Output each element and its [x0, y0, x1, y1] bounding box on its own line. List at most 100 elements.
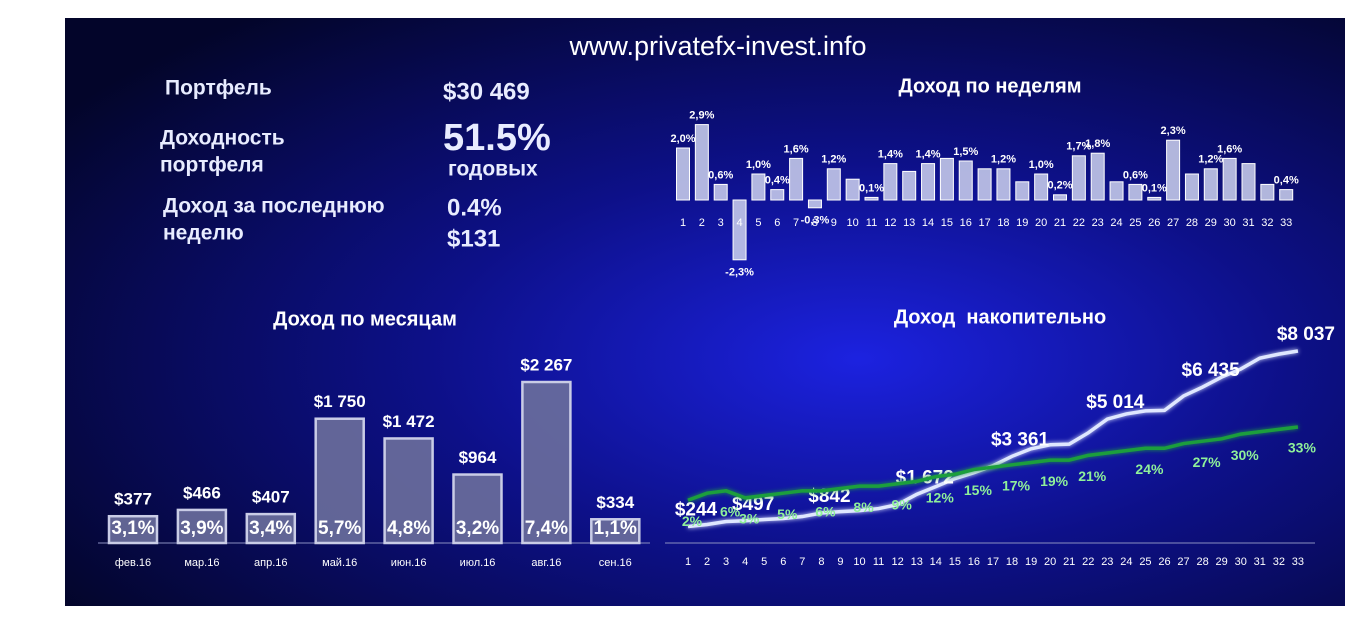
x-tick-label: 19	[1016, 217, 1028, 229]
bar	[1015, 181, 1030, 201]
data-label: 1,7%	[1066, 141, 1091, 153]
data-label: 9%	[892, 496, 913, 512]
x-tick-label: 18	[997, 217, 1009, 229]
percent-label: 7,4%	[525, 518, 568, 539]
data-label: 5%	[777, 506, 798, 522]
bar	[521, 380, 572, 545]
kpi-label: неделю	[163, 222, 244, 245]
data-label: $8 037	[1277, 324, 1335, 345]
bar	[176, 508, 228, 545]
bar	[1241, 163, 1256, 201]
x-tick-label: 16	[960, 217, 972, 229]
percent-label: 4,8%	[387, 518, 430, 539]
x-tick-label: 11	[873, 556, 884, 568]
data-label: 17%	[1002, 478, 1031, 494]
x-tick-label: 6	[774, 217, 780, 229]
bar	[1260, 183, 1275, 201]
data-label: $2 267	[520, 355, 572, 374]
data-label: 21%	[1078, 468, 1107, 484]
data-label: -2,3%	[725, 267, 754, 279]
percent-label: 3,1%	[111, 518, 154, 539]
kpi-label: портфеля	[160, 154, 264, 177]
x-tick-label: 17	[987, 556, 999, 568]
data-label: 1,5%	[953, 146, 978, 158]
data-label: 6%	[815, 504, 836, 520]
data-label: 1,2%	[821, 154, 846, 166]
x-tick-label: 23	[1092, 217, 1104, 229]
x-tick-label: июн.16	[391, 557, 427, 569]
data-label: 1,2%	[991, 154, 1016, 166]
bar	[590, 518, 641, 545]
x-tick-label: 31	[1254, 556, 1266, 568]
data-label: 19%	[1040, 473, 1069, 489]
x-tick-label: 32	[1261, 217, 1273, 229]
x-tick-label: 33	[1280, 217, 1292, 229]
kpi-value: 51.5%	[443, 117, 551, 159]
data-label: $334	[596, 493, 634, 512]
x-tick-label: 3	[718, 217, 724, 229]
x-tick-label: 5	[761, 556, 767, 568]
data-label: 8%	[853, 499, 874, 515]
bar	[1222, 157, 1237, 201]
x-tick-label: 25	[1129, 217, 1141, 229]
bar	[1128, 183, 1143, 201]
bar	[1090, 152, 1105, 201]
bar	[770, 189, 785, 201]
data-label: 0,6%	[708, 169, 733, 181]
x-tick-label: 27	[1177, 556, 1189, 568]
bar	[751, 173, 766, 201]
bar	[902, 170, 917, 201]
x-tick-label: 1	[685, 556, 691, 568]
x-tick-label: 7	[799, 556, 805, 568]
x-tick-label: 19	[1025, 556, 1037, 568]
bar	[1147, 196, 1162, 201]
data-label: $5 014	[1086, 392, 1145, 413]
x-tick-label: 28	[1186, 217, 1198, 229]
bar	[977, 168, 992, 201]
x-tick-label: 20	[1044, 556, 1056, 568]
x-tick-label: авг.16	[531, 557, 561, 569]
x-tick-label: 12	[884, 217, 896, 229]
x-tick-label: 15	[941, 217, 953, 229]
x-tick-label: 29	[1205, 217, 1217, 229]
x-tick-label: 8	[812, 217, 818, 229]
bar	[314, 417, 365, 545]
x-tick-label: 13	[911, 556, 923, 568]
data-label: 1,0%	[1029, 159, 1054, 171]
data-label: 6%	[720, 504, 741, 520]
data-label: $964	[459, 448, 497, 467]
x-tick-label: 22	[1073, 217, 1085, 229]
data-label: 0,1%	[1142, 182, 1167, 194]
x-tick-label: 8	[818, 556, 824, 568]
x-tick-label: мар.16	[184, 557, 219, 569]
data-label: 2,0%	[670, 133, 695, 145]
x-tick-label: 9	[837, 556, 843, 568]
x-tick-label: 30	[1224, 217, 1236, 229]
data-label: $6 435	[1182, 360, 1241, 381]
bar	[676, 147, 690, 201]
percent-label: 5,7%	[318, 518, 361, 539]
kpi-label: Портфель	[165, 77, 272, 100]
bar	[732, 199, 747, 261]
x-tick-label: 12	[892, 556, 904, 568]
kpi-value: $131	[447, 225, 500, 252]
percent-label: 3,9%	[180, 518, 223, 539]
panel	[65, 18, 1345, 606]
x-tick-label: 23	[1101, 556, 1113, 568]
bar	[996, 168, 1011, 201]
x-tick-label: 2	[699, 217, 705, 229]
data-label: -0,3%	[801, 215, 830, 227]
percent-label: 1,1%	[594, 518, 637, 539]
bar	[452, 473, 503, 545]
x-tick-label: 30	[1235, 556, 1247, 568]
x-tick-label: 17	[978, 217, 990, 229]
chart-title: Доход по неделям	[898, 75, 1081, 97]
x-tick-label: 6	[780, 556, 786, 568]
x-tick-label: апр.16	[254, 557, 287, 569]
x-tick-label: 29	[1216, 556, 1228, 568]
x-tick-label: 28	[1196, 556, 1208, 568]
x-tick-label: 16	[968, 556, 980, 568]
bar	[1034, 173, 1049, 201]
bar	[713, 183, 728, 201]
